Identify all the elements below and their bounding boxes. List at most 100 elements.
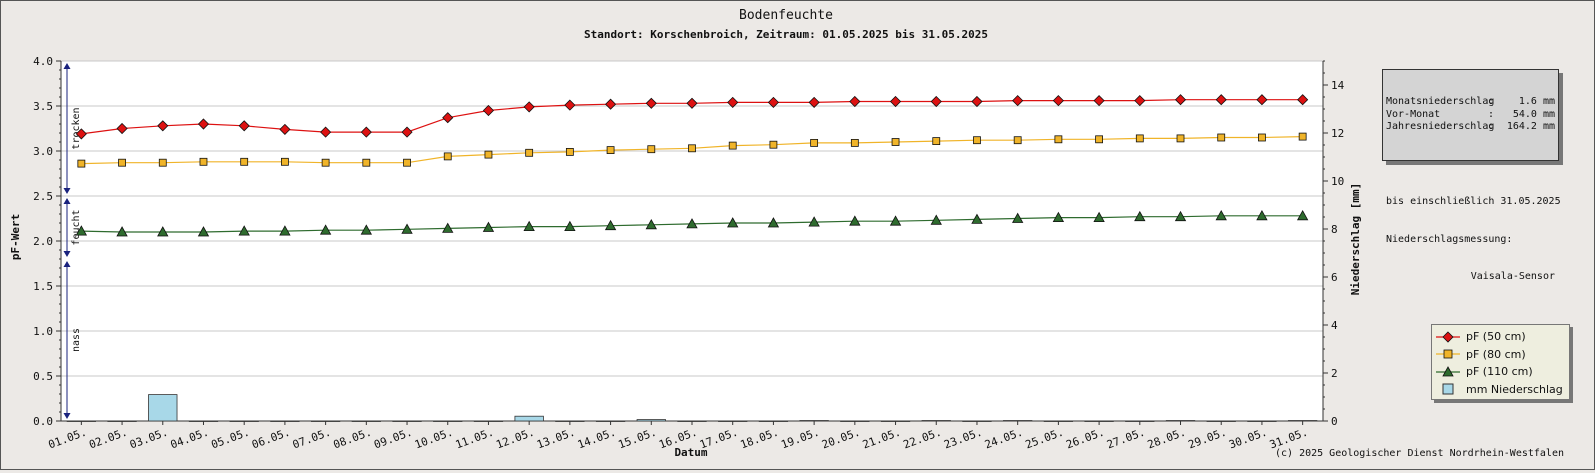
data-point <box>116 226 128 237</box>
data-point <box>1052 95 1064 107</box>
x-tick-label: 30.05. <box>1227 426 1269 452</box>
y-axis-label: pF-Wert <box>9 214 22 260</box>
data-point <box>849 95 861 108</box>
data-point <box>197 226 210 237</box>
data-point <box>564 99 576 111</box>
data-point <box>1134 95 1146 107</box>
x-tick-label: 28.05. <box>1146 426 1188 452</box>
info-note-measurement: Niederschlagsmessung: <box>1386 233 1513 245</box>
data-point <box>523 220 535 231</box>
y-tick-label: 0.0 <box>33 415 53 428</box>
chart-legend: pF (50 cm) pF (80 cm) pF (110 cm) mm Nieder… <box>1431 324 1570 400</box>
data-point <box>1217 133 1226 142</box>
y2-tick-label: 2 <box>1331 367 1338 380</box>
data-point <box>1052 211 1065 222</box>
x-tick-label: 08.05. <box>332 426 374 452</box>
data-point <box>118 158 126 167</box>
x-tick-label: 25.05. <box>1024 426 1066 452</box>
data-point <box>973 136 981 145</box>
y-tick-label: 0.5 <box>33 370 53 383</box>
series-triangle <box>75 209 1309 237</box>
precipitation-bar <box>1287 420 1318 422</box>
legend-symbol <box>1436 365 1460 377</box>
data-point <box>686 218 698 229</box>
precipitation-bar <box>799 420 829 422</box>
data-point <box>1095 135 1103 144</box>
data-point <box>767 96 779 108</box>
x-tick-label: 04.05. <box>169 426 211 452</box>
y2-tick-label: 8 <box>1331 223 1338 236</box>
data-point <box>727 96 739 108</box>
chart-subtitle: Standort: Korschenbroich, Zeitraum: 01.0… <box>584 28 988 41</box>
data-point <box>930 95 942 108</box>
data-point <box>605 98 617 110</box>
data-point <box>319 224 332 235</box>
y-tick-label: 1.5 <box>33 280 53 293</box>
precipitation-bar <box>921 420 951 422</box>
x-tick-label: 05.05. <box>209 426 251 452</box>
info-row: Jahresniederschlag:164.2 mm <box>1386 121 1555 134</box>
data-point <box>769 140 778 149</box>
y2-axis-label: Niederschlag [mm] <box>1349 183 1362 296</box>
x-tick-label: 23.05. <box>942 426 984 452</box>
data-point <box>75 128 87 140</box>
y-tick-label: 4.0 <box>33 55 53 68</box>
data-point <box>645 218 657 230</box>
data-point <box>686 97 698 109</box>
data-point <box>1012 212 1024 223</box>
zone-label: nass <box>71 328 82 352</box>
precipitation-bar <box>1003 420 1033 422</box>
data-point <box>279 123 291 135</box>
data-point <box>810 138 819 147</box>
zone-arrow-down <box>63 251 71 257</box>
data-point <box>157 120 169 132</box>
x-tick-label: 10.05. <box>413 426 455 452</box>
data-point <box>727 217 739 228</box>
data-point <box>199 157 208 166</box>
data-point <box>1174 210 1187 222</box>
info-value: 164.2 mm <box>1506 121 1555 132</box>
data-point <box>565 147 574 156</box>
data-point <box>238 120 250 132</box>
data-point <box>645 97 657 109</box>
info-value: 1.6 mm <box>1518 96 1555 107</box>
data-point <box>932 137 941 146</box>
data-point <box>238 225 250 236</box>
x-tick-label: 01.05. <box>47 426 89 452</box>
data-point <box>77 159 86 168</box>
data-point <box>564 220 576 231</box>
legend-symbol <box>1442 383 1454 395</box>
y2-tick-label: 6 <box>1331 271 1338 284</box>
legend-symbol <box>1436 331 1460 343</box>
data-point <box>1256 209 1268 221</box>
data-point <box>1215 209 1227 221</box>
info-key: Monatsniederschlag <box>1386 96 1495 107</box>
data-point <box>971 95 983 108</box>
series-square <box>77 132 1307 168</box>
data-point <box>1256 94 1268 106</box>
data-point <box>1298 132 1307 141</box>
x-tick-label: 17.05. <box>698 426 740 452</box>
data-point <box>75 225 88 236</box>
data-point <box>1012 95 1024 107</box>
x-tick-label: 24.05. <box>983 426 1025 452</box>
data-point <box>606 146 615 155</box>
data-point <box>1215 94 1227 106</box>
data-point <box>850 138 859 147</box>
data-point <box>1093 211 1105 222</box>
data-point <box>443 152 452 161</box>
data-point <box>1174 94 1187 106</box>
data-point <box>158 158 167 167</box>
info-key: Jahresniederschlag <box>1386 121 1495 132</box>
x-tick-label: 12.05. <box>494 426 536 452</box>
info-separator: : <box>1488 108 1495 120</box>
x-tick-label: 15.05. <box>617 426 659 452</box>
data-point <box>362 158 371 167</box>
data-point <box>482 104 495 117</box>
y2-tick-label: 4 <box>1331 319 1338 332</box>
info-separator: : <box>1488 96 1495 107</box>
data-point <box>157 226 169 237</box>
zone-arrow-up <box>63 261 71 267</box>
x-tick-label: 18.05. <box>739 426 781 452</box>
